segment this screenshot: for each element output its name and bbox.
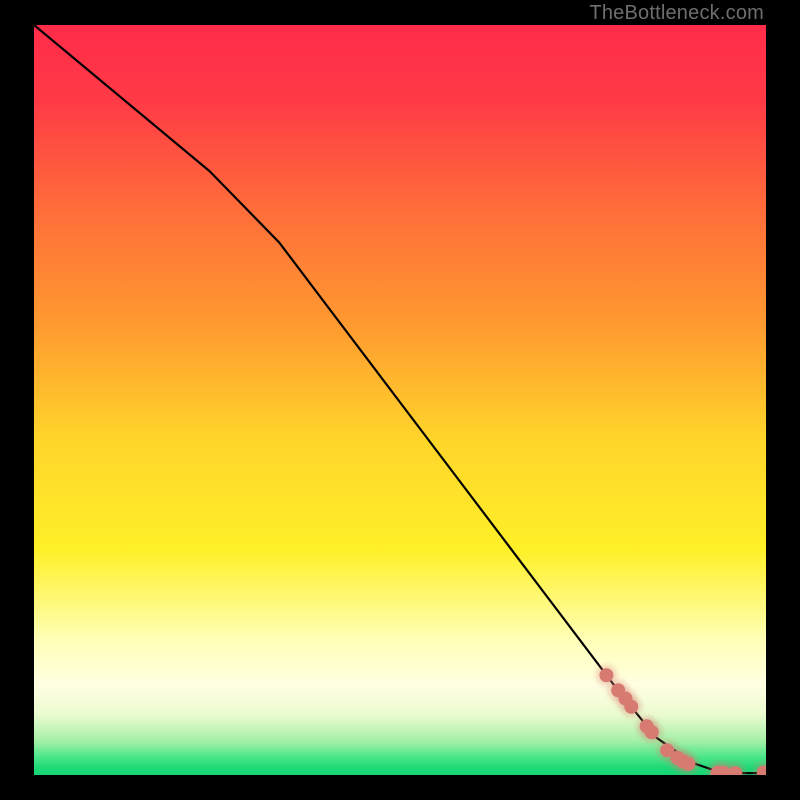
attribution-label: TheBottleneck.com [589,2,764,25]
plot-area [34,25,766,775]
chart-svg [34,25,766,775]
gradient-background [34,25,766,775]
data-marker [681,757,695,771]
data-marker [645,725,659,739]
chart-container: TheBottleneck.com [0,0,800,800]
data-marker [624,700,638,714]
data-marker [599,668,613,682]
